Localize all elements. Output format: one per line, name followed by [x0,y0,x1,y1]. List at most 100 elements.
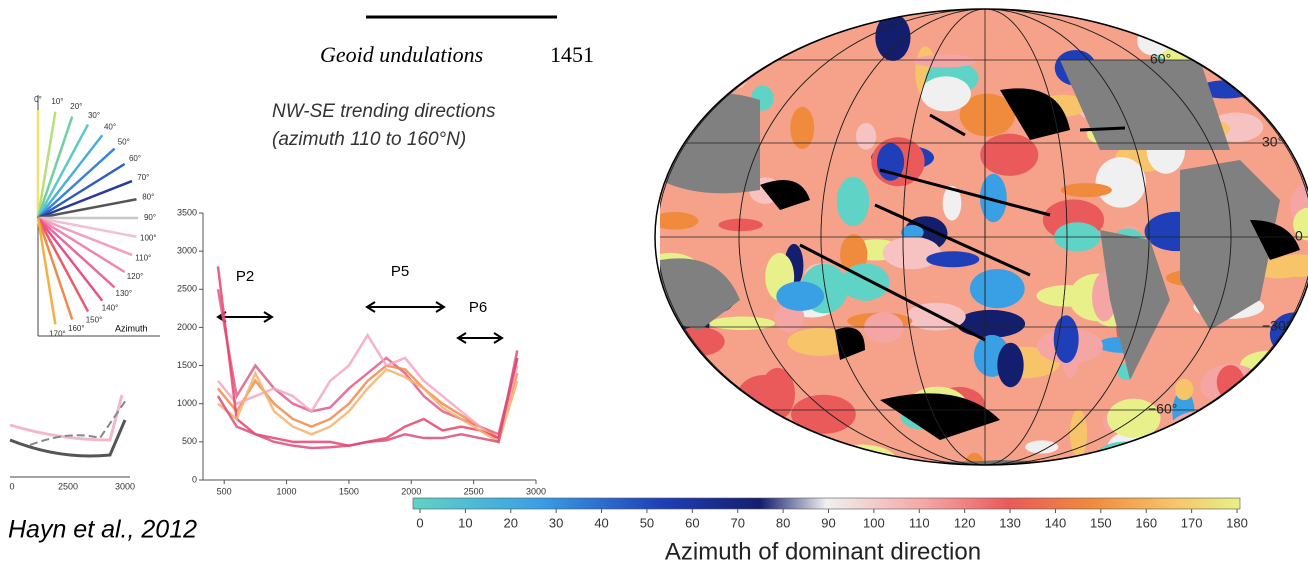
trend-line [879,168,1051,217]
fan-label: 0° [34,95,42,104]
x-tick-label: 1500 [339,486,359,496]
y-tick-label: 500 [182,436,197,446]
landmass [760,180,810,210]
map-patch [1193,445,1263,465]
y-tick-label: 2500 [177,284,197,294]
colorbar-tick-label: 40 [594,515,608,530]
inset-line [9,419,127,458]
lat-label: −30° [1262,318,1291,334]
map-patch [760,367,796,420]
fan-ray [37,217,116,289]
fan-ray [37,216,137,238]
inset-tick-label: 0 [9,481,14,491]
series-line [217,367,519,444]
credit: Hayn et al., 2012 [8,516,197,544]
map-patch [752,17,785,56]
map-patch [863,312,904,343]
fan-label: 120° [127,272,144,281]
map-patch [839,459,858,465]
annotation: P5 [391,263,409,280]
annotation: P2 [236,268,254,285]
fan-label: 90° [144,213,156,222]
map-patch [997,342,1024,388]
landmass [1250,220,1300,260]
landmass [1100,230,1170,380]
colorbar-tick-label: 140 [1045,515,1067,530]
lat-label: −60° [1148,401,1177,417]
fan-ray [37,162,126,220]
colorbar-tick-label: 150 [1090,515,1112,530]
series-line [216,350,519,450]
y-tick-label: 1000 [177,398,197,408]
map-patch [658,9,722,25]
map-patch [926,251,980,268]
fan-ray [37,147,116,219]
crop [0,0,660,470]
map-patch [1168,410,1236,450]
map-patch [708,316,775,331]
x-tick-label: 2000 [401,486,421,496]
map-patch [882,236,941,270]
colorbar-tick-label: 130 [999,515,1021,530]
lat-label: 60° [1150,51,1171,67]
y-tick-label: 3500 [177,207,197,217]
annotation: P6 [469,299,487,316]
subtitle: (azimuth 110 to 160°N) [272,129,466,150]
x-tick-label: 1000 [277,486,297,496]
map-patch [729,57,749,89]
fan-label: 40° [104,123,116,132]
inset-tick-label: 3000 [115,481,135,491]
colorbar-tick-label: 50 [640,515,654,530]
colorbar-tick-label: 120 [954,515,976,530]
landmass [880,393,1000,440]
map-patch [979,173,1007,223]
map-patch [1025,440,1059,454]
map-patch [776,281,825,311]
header-title: Geoid undulations [320,42,483,67]
map-patch [1174,378,1194,401]
map-patch [900,225,924,240]
map [655,9,1308,465]
fan-label: 20° [70,102,82,111]
map-patch [1095,157,1146,208]
colorbar-tick-label: 160 [1135,515,1157,530]
fan-label: 80° [142,193,154,202]
fan-ray [37,216,126,274]
fan-label: 50° [118,137,130,146]
colorbar-tick-label: 20 [504,515,518,530]
fan-label: 10° [51,97,63,106]
fan-ray [37,198,137,220]
map-patch [875,13,911,61]
arrow-head [365,301,446,313]
map-patch [1227,49,1272,62]
map-patch [1069,409,1088,458]
subtitle: NW-SE trending directions [272,101,496,122]
colorbar [412,497,1241,510]
x-tick-label: 2500 [464,486,484,496]
colorbar-label: Azimuth of dominant direction [665,538,981,565]
lat-label: 0 [1295,228,1303,244]
fan-ray [36,217,90,313]
fan-label: 170° [49,329,66,338]
map-patch [655,211,699,230]
map-patch [980,133,1039,176]
fan-label: 140° [102,304,119,313]
map-patch [718,218,763,232]
fan-label: 100° [140,234,157,243]
y-tick-label: 0 [192,474,197,484]
map-patch [1092,441,1157,465]
map-patch [1240,350,1299,381]
landmass [1000,88,1070,140]
fan-ray [36,123,90,219]
fan-ray [36,217,57,325]
fan-axis-label: Azimuth [115,323,148,333]
map-patch [826,444,899,465]
trend-line [1079,126,1126,132]
map-patch [969,269,1025,309]
colorbar-tick-label: 60 [685,515,699,530]
map-patch [942,185,962,221]
map-patch [1235,392,1301,440]
fan-ray [37,216,133,257]
map-patch [669,55,690,73]
